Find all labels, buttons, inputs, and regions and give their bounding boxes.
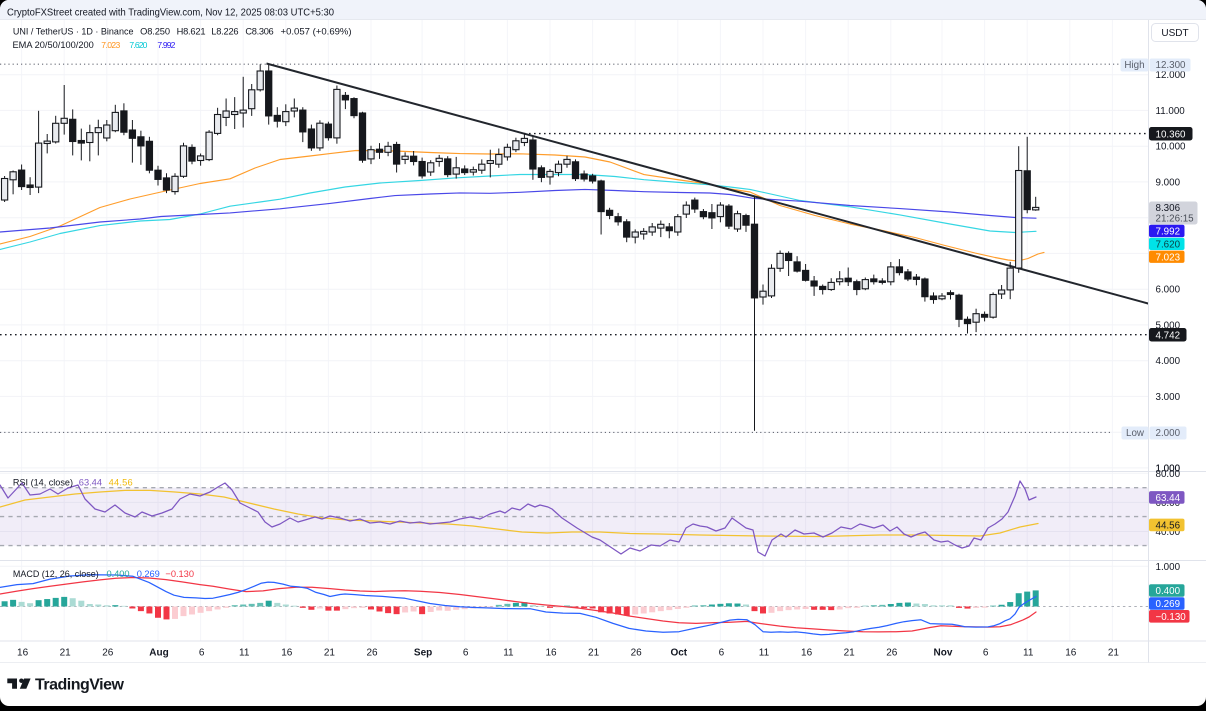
svg-text:40.00: 40.00 bbox=[1156, 527, 1181, 538]
svg-text:12.300: 12.300 bbox=[1156, 60, 1187, 71]
svg-text:12.000: 12.000 bbox=[1156, 70, 1187, 81]
svg-text:10.360: 10.360 bbox=[1156, 129, 1187, 140]
svg-text:Low: Low bbox=[1126, 428, 1145, 439]
svg-text:21: 21 bbox=[844, 647, 856, 658]
svg-text:Sep: Sep bbox=[414, 647, 432, 658]
svg-text:26: 26 bbox=[366, 647, 378, 658]
svg-text:4.000: 4.000 bbox=[1156, 356, 1181, 367]
svg-text:3.000: 3.000 bbox=[1156, 392, 1181, 403]
svg-text:0.400: 0.400 bbox=[1156, 586, 1181, 597]
svg-text:−0.130: −0.130 bbox=[1156, 612, 1187, 623]
svg-text:1.000: 1.000 bbox=[1156, 463, 1181, 474]
svg-text:Oct: Oct bbox=[670, 647, 687, 658]
svg-text:6: 6 bbox=[199, 647, 205, 658]
svg-text:TradingView: TradingView bbox=[35, 676, 125, 693]
svg-text:26: 26 bbox=[102, 647, 114, 658]
svg-text:Aug: Aug bbox=[149, 647, 168, 658]
svg-text:0.269: 0.269 bbox=[1156, 599, 1181, 610]
svg-text:10.000: 10.000 bbox=[1156, 142, 1187, 153]
svg-text:6: 6 bbox=[463, 647, 469, 658]
svg-text:21: 21 bbox=[60, 647, 72, 658]
svg-text:21: 21 bbox=[324, 647, 336, 658]
svg-text:6: 6 bbox=[983, 647, 989, 658]
svg-text:21: 21 bbox=[1108, 647, 1120, 658]
svg-text:21:26:15: 21:26:15 bbox=[1156, 213, 1195, 224]
svg-text:5.000: 5.000 bbox=[1156, 320, 1181, 331]
svg-text:11: 11 bbox=[1023, 647, 1034, 658]
svg-text:26: 26 bbox=[631, 647, 643, 658]
svg-text:11: 11 bbox=[759, 647, 770, 658]
svg-text:16: 16 bbox=[17, 647, 29, 658]
svg-text:44.56: 44.56 bbox=[1156, 520, 1181, 531]
svg-text:6: 6 bbox=[719, 647, 725, 658]
svg-text:11: 11 bbox=[503, 647, 514, 658]
svg-text:21: 21 bbox=[588, 647, 600, 658]
svg-text:16: 16 bbox=[545, 647, 557, 658]
svg-text:26: 26 bbox=[886, 647, 898, 658]
svg-text:2.000: 2.000 bbox=[1156, 428, 1181, 439]
svg-text:1.000: 1.000 bbox=[1156, 463, 1181, 474]
svg-text:CryptoFXStreet created with Tr: CryptoFXStreet created with TradingView.… bbox=[7, 7, 334, 18]
svg-text:4.742: 4.742 bbox=[1156, 330, 1181, 341]
svg-text:80.00: 80.00 bbox=[1156, 469, 1181, 480]
svg-text:63.44: 63.44 bbox=[1156, 493, 1181, 504]
svg-text:USDT: USDT bbox=[1161, 28, 1188, 39]
svg-text:9.000: 9.000 bbox=[1156, 177, 1181, 188]
svg-text:7.023: 7.023 bbox=[1156, 252, 1181, 263]
svg-text:8.306: 8.306 bbox=[1156, 203, 1181, 214]
svg-text:7.992: 7.992 bbox=[1156, 227, 1181, 238]
svg-text:11.000: 11.000 bbox=[1156, 106, 1186, 117]
svg-text:6.000: 6.000 bbox=[1156, 285, 1181, 296]
svg-text:Nov: Nov bbox=[934, 647, 953, 658]
svg-text:16: 16 bbox=[1065, 647, 1077, 658]
svg-text:16: 16 bbox=[281, 647, 293, 658]
svg-text:16: 16 bbox=[801, 647, 813, 658]
svg-text:High: High bbox=[1124, 60, 1144, 71]
svg-text:7.620: 7.620 bbox=[1156, 239, 1181, 250]
svg-text:11: 11 bbox=[239, 647, 250, 658]
svg-text:1.000: 1.000 bbox=[1156, 562, 1181, 573]
